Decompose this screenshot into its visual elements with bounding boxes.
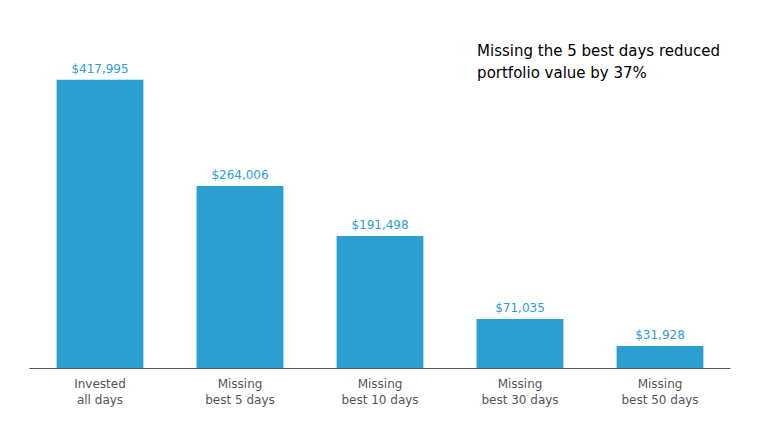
svg-text:best 5 days: best 5 days <box>205 393 275 407</box>
svg-text:best 30 days: best 30 days <box>481 393 558 407</box>
svg-text:$191,498: $191,498 <box>351 218 408 232</box>
svg-text:Missing: Missing <box>218 377 263 391</box>
svg-text:$71,035: $71,035 <box>495 301 545 315</box>
svg-text:best 50 days: best 50 days <box>621 393 698 407</box>
svg-text:$417,995: $417,995 <box>71 62 128 76</box>
svg-text:best 10 days: best 10 days <box>341 393 418 407</box>
svg-text:Missing: Missing <box>358 377 403 391</box>
svg-text:Missing: Missing <box>498 377 543 391</box>
svg-text:portfolio value by 37%: portfolio value by 37% <box>477 64 647 82</box>
svg-text:$264,006: $264,006 <box>211 168 268 182</box>
svg-text:$31,928: $31,928 <box>635 328 685 342</box>
svg-text:Invested: Invested <box>74 377 126 391</box>
svg-text:Missing the 5 best days reduce: Missing the 5 best days reduced <box>477 42 720 60</box>
svg-text:all days: all days <box>77 393 123 407</box>
svg-text:Missing: Missing <box>638 377 683 391</box>
